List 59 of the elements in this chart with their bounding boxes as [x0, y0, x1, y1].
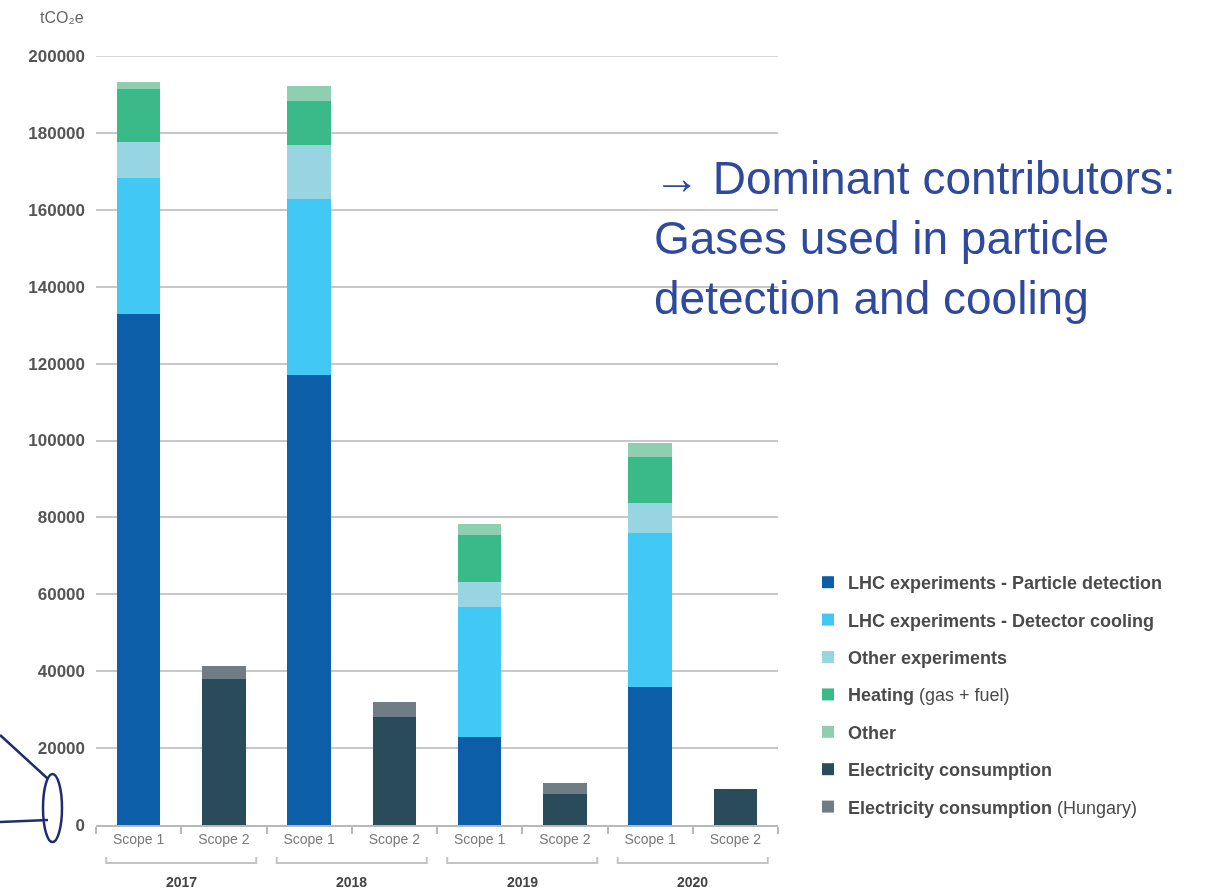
x-tick-label: Scope 2: [539, 830, 591, 847]
bar: [457, 736, 502, 825]
annotation: → Dominant contributors: Gases used in particle detection and cooling: [654, 152, 1176, 324]
bar: [543, 794, 587, 825]
bar: [543, 783, 587, 795]
y-tick-label: 0: [75, 815, 85, 835]
bar: [372, 716, 417, 825]
x-tick-label: Scope 1: [624, 830, 677, 847]
bar: [116, 141, 161, 178]
x-tick-label: Scope 1: [112, 830, 165, 847]
y-tick-label: 120000: [28, 354, 85, 374]
y-tick-label: 140000: [28, 277, 85, 297]
x-tick-label: Scope 1: [453, 830, 506, 847]
bar: [628, 443, 672, 458]
y-tick-label: 20000: [37, 739, 85, 759]
y-tick-label: 200000: [28, 46, 85, 66]
y-tick-label: 40000: [37, 662, 85, 682]
x-tick-label: Scope 2: [709, 830, 762, 847]
x-tick-label: Scope 2: [198, 830, 250, 847]
bar: [202, 678, 246, 825]
bar: [116, 88, 161, 142]
bar: [287, 145, 331, 200]
bar: [116, 81, 161, 89]
legend-label: Electricity consumption (Hungary): [848, 797, 1138, 818]
bar: [116, 313, 161, 825]
y-tick-label: 100000: [28, 431, 85, 451]
x-tick-label: Scope 2: [368, 830, 421, 847]
bar: [202, 666, 246, 679]
bar: [628, 503, 672, 533]
y-axis-title: tCO₂e: [40, 9, 84, 26]
legend-label: Other experiments: [848, 648, 1008, 669]
y-tick-label: 180000: [28, 123, 85, 143]
text: 2017: [166, 874, 198, 888]
legend-label: Heating (gas + fuel): [848, 685, 1010, 706]
bar: [287, 86, 331, 101]
text: 2019: [507, 874, 539, 888]
bar: [287, 100, 331, 146]
bar: [457, 606, 502, 737]
legend-label: LHC experiments - Detector cooling: [848, 610, 1155, 631]
y-tick-label: 60000: [37, 585, 85, 605]
legend-label: Electricity consumption: [848, 760, 1053, 781]
bar: [287, 199, 331, 376]
bar: [628, 457, 672, 504]
bar: [457, 523, 502, 536]
bar: [287, 375, 331, 825]
bar: [116, 177, 161, 314]
bar: [457, 535, 502, 583]
x-tick-label: Scope 1: [283, 830, 336, 847]
legend-label: Other: [848, 722, 897, 743]
y-tick-label: 80000: [37, 508, 85, 528]
text: 2018: [336, 874, 368, 888]
bar: [713, 788, 758, 825]
bar: [457, 582, 502, 607]
bar: [628, 686, 672, 825]
text: 2020: [677, 874, 709, 888]
bar: [628, 532, 672, 687]
legend-label: LHC experiments - Particle detection: [848, 573, 1163, 594]
bar: [372, 702, 417, 717]
y-tick-label: 160000: [28, 200, 85, 220]
